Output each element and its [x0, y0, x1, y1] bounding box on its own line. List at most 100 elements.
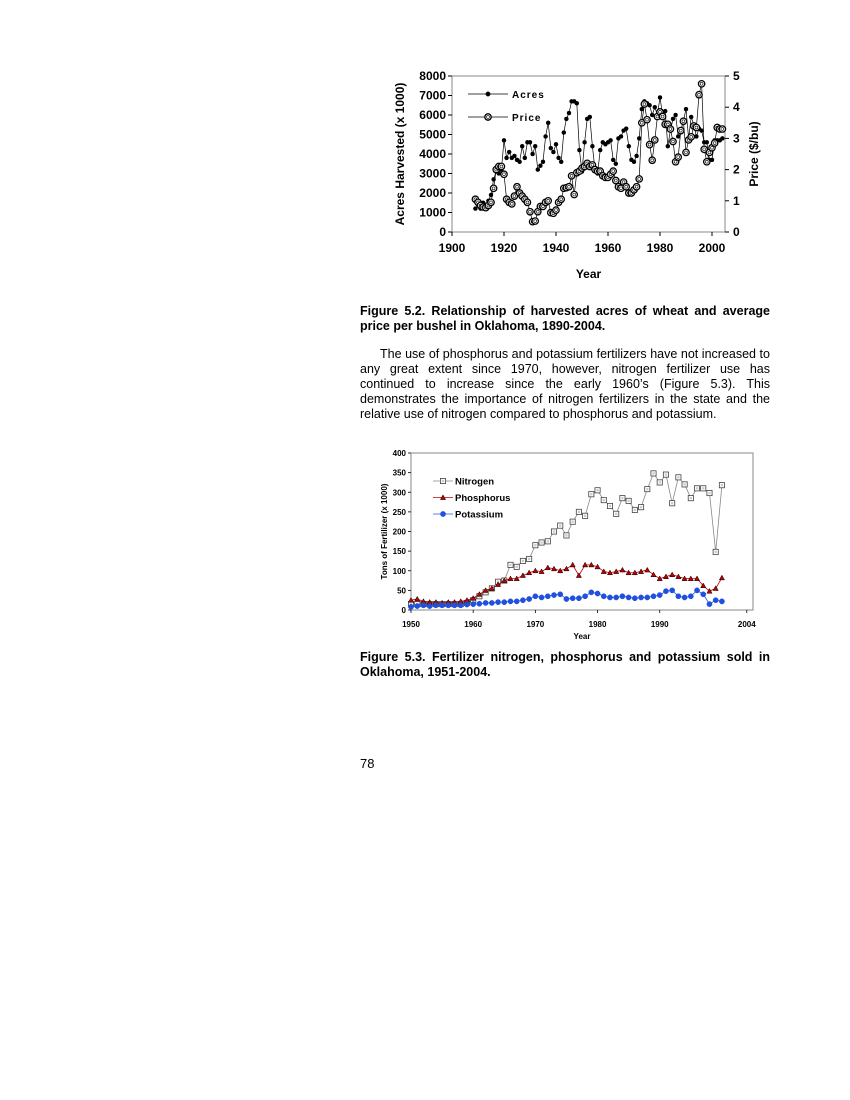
data-point	[587, 114, 593, 120]
data-point	[619, 566, 626, 573]
legend: Acres Price	[468, 90, 544, 124]
data-point	[657, 95, 663, 100]
data-point	[626, 143, 632, 149]
data-point	[473, 206, 478, 211]
data-point	[720, 136, 725, 141]
data-point	[606, 569, 614, 576]
data-point	[433, 602, 439, 609]
data-point	[470, 601, 477, 607]
data-point	[688, 114, 694, 120]
legend-marker	[484, 113, 492, 121]
y-tick-label: 0	[402, 606, 407, 615]
data-point	[652, 104, 658, 110]
data-point	[488, 585, 495, 591]
data-point	[507, 598, 514, 605]
page-number: 78	[360, 756, 375, 771]
y-tick-label: 4000	[419, 147, 446, 161]
data-point	[550, 565, 558, 572]
data-point	[631, 569, 638, 576]
data-point	[635, 175, 644, 183]
data-point	[576, 595, 582, 602]
data-point	[669, 137, 677, 146]
data-point	[613, 594, 620, 601]
x-tick-label: 1940	[543, 241, 570, 255]
data-point	[445, 602, 452, 609]
data-point	[694, 587, 700, 594]
series-potassium	[408, 587, 725, 610]
y2-tick-label: 3	[733, 131, 740, 145]
data-point	[489, 184, 498, 193]
data-point	[512, 153, 517, 159]
data-point	[538, 163, 543, 168]
data-point	[662, 108, 668, 114]
y2-tick-label: 2	[733, 163, 740, 177]
y2-tick-label: 0	[733, 225, 740, 239]
y-tick-label: 200	[393, 528, 407, 537]
data-point	[495, 581, 502, 587]
y-tick-label: 50	[397, 586, 406, 595]
data-point	[544, 593, 551, 600]
data-point	[495, 599, 501, 605]
acres-price-chart: 0 1000 2000 3000 4000 5000 6000 7000 8000 0 1 2 3 4 5 1…	[393, 69, 761, 281]
data-point	[718, 574, 725, 581]
data-point	[710, 139, 719, 147]
data-point	[569, 595, 576, 602]
data-point	[588, 561, 595, 568]
data-point	[704, 140, 710, 145]
data-point	[625, 594, 632, 601]
y-tick-label: 250	[393, 508, 407, 517]
data-point	[522, 155, 528, 161]
data-point	[681, 575, 688, 581]
data-point	[476, 591, 483, 597]
data-point	[618, 134, 624, 139]
figure-5-2-caption: Figure 5.2. Relationship of harvested ac…	[360, 304, 770, 333]
data-point	[548, 145, 554, 151]
data-point	[558, 159, 564, 165]
data-point	[611, 176, 620, 185]
y-tick-label: 7000	[419, 89, 446, 103]
y2-tick-label: 5	[733, 69, 740, 83]
data-point	[457, 602, 464, 609]
y-tick-label: 6000	[419, 108, 446, 122]
data-point	[673, 112, 678, 118]
data-point	[582, 561, 589, 568]
data-point	[526, 569, 533, 576]
data-point	[712, 597, 719, 604]
data-point	[538, 568, 545, 574]
data-point	[565, 182, 573, 191]
data-point	[464, 601, 470, 608]
figure-5-3-caption: Figure 5.3. Fertilizer nitrogen, phospho…	[360, 650, 770, 679]
body-paragraph: The use of phosphorus and potassium fert…	[360, 347, 770, 421]
data-point	[414, 603, 421, 609]
data-point	[482, 600, 489, 606]
data-point	[643, 115, 651, 124]
x-tick-label: 1900	[439, 241, 466, 255]
data-point	[663, 588, 669, 595]
data-point	[531, 217, 540, 225]
data-point	[420, 602, 427, 609]
data-point	[551, 149, 556, 155]
data-point	[513, 182, 521, 191]
data-point	[623, 126, 629, 131]
y-tick-label: 3000	[419, 167, 446, 181]
data-point	[700, 582, 707, 588]
data-point	[640, 100, 649, 108]
data-point	[697, 79, 706, 88]
x-axis-label: Year	[574, 632, 591, 641]
data-point	[487, 198, 495, 207]
data-point	[669, 587, 676, 594]
data-point	[675, 134, 681, 139]
data-point	[609, 167, 618, 176]
data-point	[519, 572, 526, 578]
data-point	[451, 602, 458, 609]
series-acres	[473, 95, 725, 211]
data-point	[645, 140, 654, 149]
data-point	[556, 155, 561, 161]
data-point	[636, 136, 642, 141]
data-point	[470, 595, 477, 601]
data-point	[666, 125, 675, 133]
data-point	[600, 568, 607, 574]
data-point	[506, 149, 512, 155]
data-point	[557, 591, 564, 598]
fertilizer-chart: 0 50 100 150 200 250 300 350 400 1950 1960 1970 1980…	[380, 449, 756, 641]
